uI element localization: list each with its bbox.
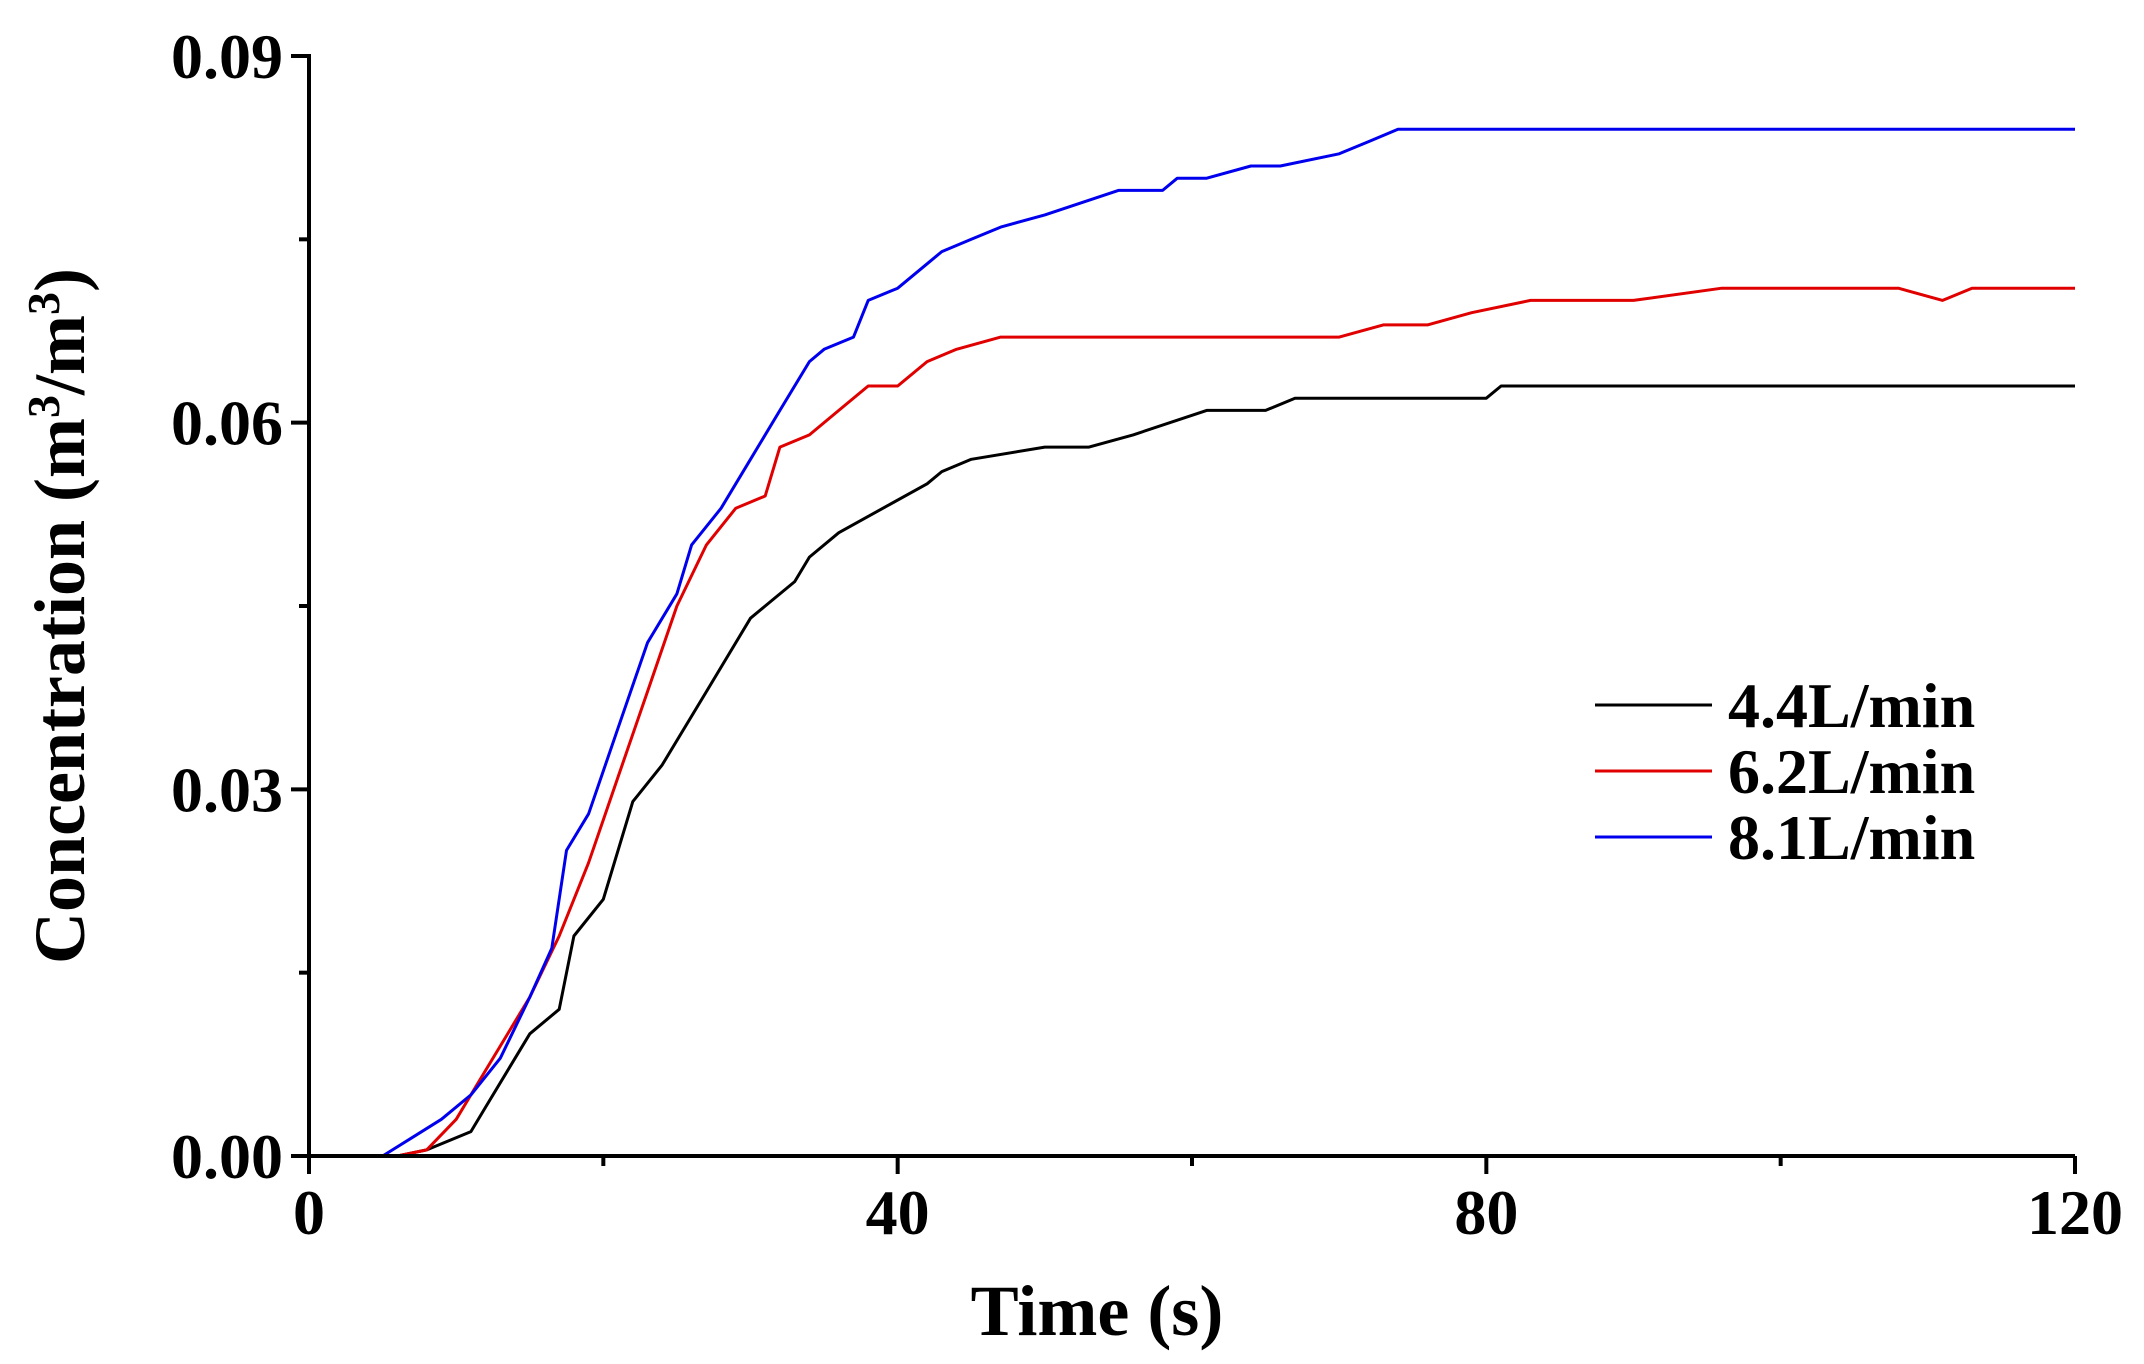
y-axis-title-sup1: 3 xyxy=(18,395,69,418)
x-tick-label: 40 xyxy=(866,1177,930,1248)
legend-label-3: 8.1L/min xyxy=(1728,802,1975,873)
y-tick-label: 0.09 xyxy=(171,21,283,92)
legend-label-1: 4.4L/min xyxy=(1728,670,1975,741)
y-axis-title-base: Concentration (m xyxy=(20,418,100,964)
x-tick-label: 0 xyxy=(293,1177,325,1248)
y-tick-label: 0.00 xyxy=(171,1121,283,1192)
legend-label-2: 6.2L/min xyxy=(1728,736,1975,807)
series-line-3 xyxy=(309,127,2075,1158)
y-axis-title-end: ) xyxy=(20,268,100,292)
tick-labels: 0 40 80 120 0.00 0.03 0.06 0.09 xyxy=(171,21,2123,1248)
x-tick-label: 80 xyxy=(1454,1177,1518,1248)
y-axis-title: Concentration (m3/m3) xyxy=(18,268,101,964)
series-lines xyxy=(309,127,2075,1158)
x-axis-title: Time (s) xyxy=(971,1271,1224,1351)
y-tick-label: 0.03 xyxy=(171,754,283,825)
y-tick-label: 0.06 xyxy=(171,388,283,459)
y-axis-title-mid: /m xyxy=(20,315,100,396)
y-axis-title-sup2: 3 xyxy=(18,292,69,315)
series-line-1 xyxy=(309,384,2075,1158)
x-tick-label: 120 xyxy=(2027,1177,2123,1248)
